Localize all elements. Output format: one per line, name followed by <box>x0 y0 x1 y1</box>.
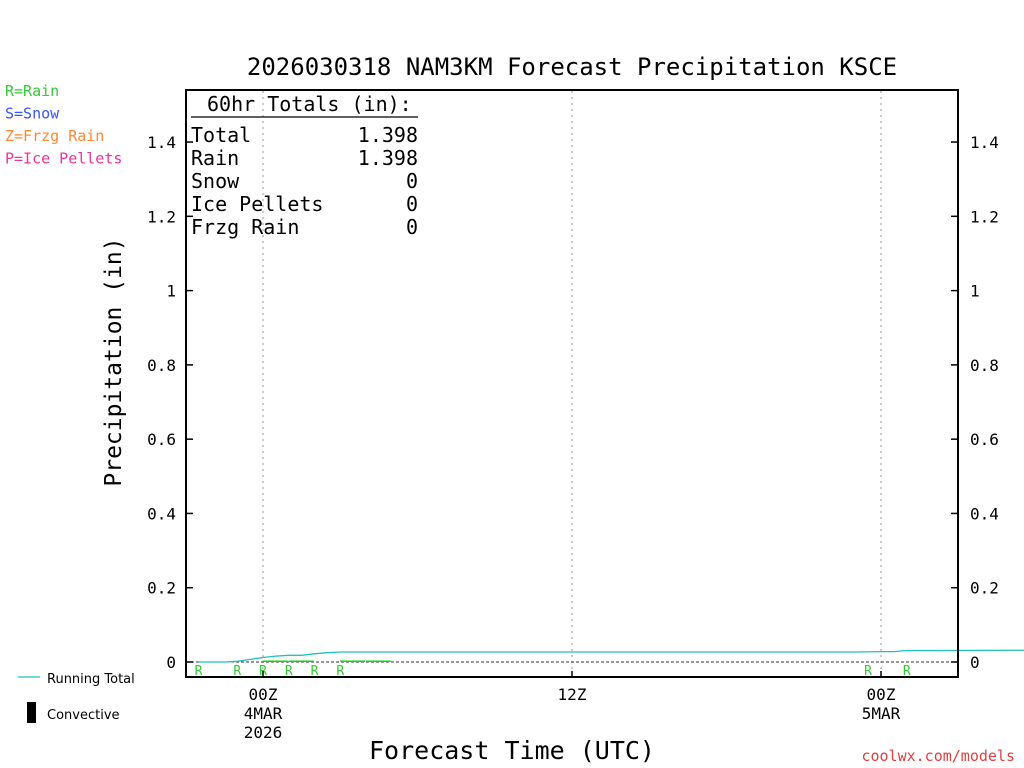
convective-legend-swatch <box>27 702 36 723</box>
y-tick-label-left: 1.4 <box>147 133 176 152</box>
totals-row-label: Frzg Rain <box>191 215 299 239</box>
type-legend-item: S=Snow <box>5 105 60 123</box>
y-tick-label-right: 0.4 <box>970 504 999 523</box>
ptype-marker: R <box>311 664 319 679</box>
chart-title: 2026030318 NAM3KM Forecast Precipitation… <box>247 53 897 81</box>
y-tick-label-right: 1.2 <box>970 207 999 226</box>
convective-bar <box>288 660 314 662</box>
ptype-marker: R <box>903 664 911 679</box>
x-tick-label: 12Z <box>558 685 587 704</box>
ptype-marker: R <box>285 664 293 679</box>
y-tick-label-right: 0.6 <box>970 430 999 449</box>
x-axis-label: Forecast Time (UTC) <box>369 736 655 765</box>
y-tick-label-left: 0 <box>166 653 176 672</box>
y-tick-label-left: 1.2 <box>147 207 176 226</box>
y-tick-label-right: 0.2 <box>970 579 999 598</box>
convective-bar <box>366 660 391 662</box>
y-tick-label-right: 1 <box>970 282 980 301</box>
running-total-legend-label: Running Total <box>47 672 135 687</box>
convective-bar <box>340 660 366 662</box>
series-legend: Running Total Convective <box>18 672 135 723</box>
y-tick-label-right: 0 <box>970 653 980 672</box>
y-axis-label: Precipitation (in) <box>101 237 127 486</box>
vertical-gridlines <box>262 91 882 676</box>
y-axis-ticks: 0 00.2 0.20.4 0.40.6 0.60.8 0.81 11.2 1.21.4 1.4 <box>147 133 999 672</box>
totals-row-value: 0 <box>406 215 418 239</box>
totals-row-label: Ice Pellets <box>191 192 323 216</box>
y-tick-label-left: 0.2 <box>147 579 176 598</box>
y-tick-label-left: 0.4 <box>147 504 176 523</box>
x-tick-label: 00Z <box>249 685 278 704</box>
totals-box: 60hr Totals (in): Total 1.398 Rain 1.398 Snow… <box>191 92 418 239</box>
convective-legend-label: Convective <box>47 708 120 723</box>
credit-text: coolwx.com/models <box>861 747 1015 765</box>
totals-row-value: 0 <box>406 169 418 193</box>
x-axis-ticks: 00Z4MAR202612Z00Z5MAR12Z00Z6MAR <box>244 671 901 742</box>
type-legend-item: R=Rain <box>5 82 59 100</box>
y-tick-label-left: 1 <box>166 282 176 301</box>
convective-bar <box>263 660 288 662</box>
precip-type-legend: R=Rain S=Snow Z=Frzg Rain P=Ice Pellets <box>5 82 122 168</box>
running-total-line <box>198 649 1024 663</box>
ptype-marker: R <box>195 664 203 679</box>
totals-heading: 60hr Totals (in): <box>207 92 412 116</box>
type-legend-item: P=Ice Pellets <box>5 150 122 168</box>
x-tick-label: 5MAR <box>862 704 901 723</box>
x-tick-label: 2026 <box>244 723 283 742</box>
ptype-marker: R <box>864 664 872 679</box>
totals-row-label: Total <box>191 123 251 147</box>
totals-row-value: 0 <box>406 192 418 216</box>
y-tick-label-right: 0.8 <box>970 356 999 375</box>
ptype-marker: R <box>233 664 241 679</box>
totals-row-value: 1.398 <box>358 123 418 147</box>
totals-row-label: Snow <box>191 169 240 193</box>
convective-bars <box>263 660 391 662</box>
totals-row-value: 1.398 <box>358 146 418 170</box>
y-tick-label-left: 0.6 <box>147 430 176 449</box>
totals-row-label: Rain <box>191 146 239 170</box>
x-tick-label: 00Z <box>867 685 896 704</box>
type-legend-item: Z=Frzg Rain <box>5 127 104 145</box>
ptype-marker: R <box>336 664 344 679</box>
y-tick-label-right: 1.4 <box>970 133 999 152</box>
y-tick-label-left: 0.8 <box>147 356 176 375</box>
x-tick-label: 4MAR <box>244 704 283 723</box>
